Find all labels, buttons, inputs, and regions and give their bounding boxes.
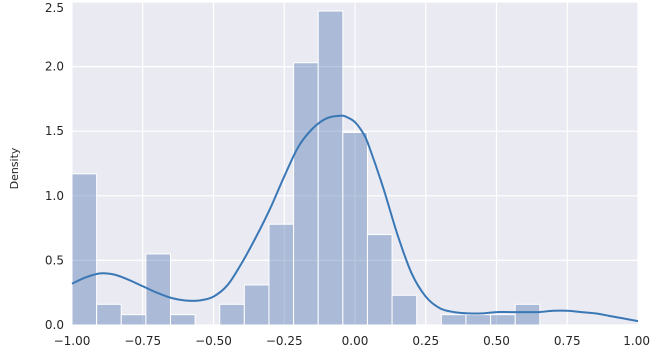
histogram-bar <box>71 173 98 326</box>
x-tick-label: 1.00 <box>623 334 650 348</box>
histogram-bar <box>293 62 319 326</box>
histogram-bar <box>169 314 196 326</box>
histogram-bars <box>71 10 541 326</box>
histogram-bar <box>391 294 418 326</box>
histogram-bar <box>440 314 467 326</box>
histogram-bar <box>342 131 368 326</box>
x-tick-label: −0.50 <box>195 334 232 348</box>
histogram-bar <box>514 303 541 326</box>
histogram-bar <box>96 303 122 326</box>
histogram-bar <box>465 314 492 326</box>
histogram-bar <box>243 284 270 326</box>
y-tick-label: 2.5 <box>45 1 64 15</box>
y-tick-label: 2.0 <box>45 60 64 74</box>
y-tick-labels: 0.0 0.5 1.0 1.5 2.0 2.5 <box>45 1 64 332</box>
y-axis-label: Density <box>8 147 21 189</box>
x-tick-label: −1.00 <box>54 334 91 348</box>
x-tick-label: −0.75 <box>124 334 161 348</box>
kde-curve <box>71 114 639 323</box>
histogram-bar <box>120 314 147 326</box>
y-tick-label: 0.0 <box>45 318 64 332</box>
x-tick-label: 0.00 <box>342 334 369 348</box>
x-tick-label: 0.50 <box>483 334 510 348</box>
y-tick-label: 1.5 <box>45 124 64 138</box>
histogram-bar <box>219 303 245 326</box>
x-tick-label: 0.25 <box>412 334 439 348</box>
y-tick-label: 1.0 <box>45 189 64 203</box>
histogram-bar <box>317 10 344 326</box>
histogram-bar <box>490 314 516 326</box>
histogram-bar <box>268 223 295 326</box>
x-tick-label: −0.25 <box>266 334 303 348</box>
y-tick-label: 0.5 <box>45 253 64 267</box>
x-tick-labels: −1.00 −0.75 −0.50 −0.25 0.00 0.25 0.50 0.75 1.00 <box>54 334 650 348</box>
histogram-bar <box>366 234 393 326</box>
x-tick-label: 0.75 <box>554 334 581 348</box>
